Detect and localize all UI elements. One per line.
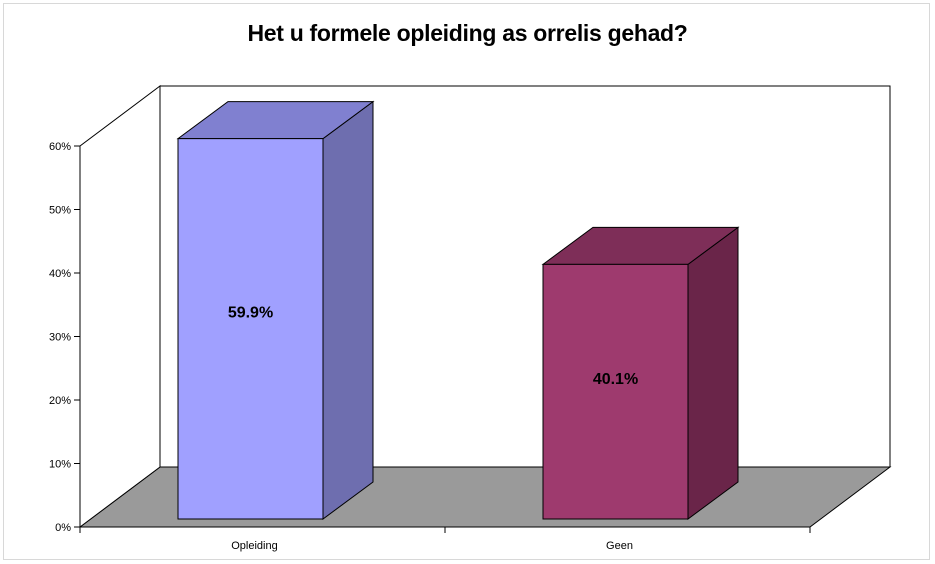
y-tick-label: 40% bbox=[49, 268, 71, 280]
chart-title: Het u formele opleiding as orrelis gehad… bbox=[247, 20, 688, 46]
bar-value-label: 59.9% bbox=[228, 304, 273, 321]
y-tick-label: 0% bbox=[55, 522, 71, 534]
x-axis: Opleiding Geen bbox=[79, 526, 811, 552]
y-tick-label: 60% bbox=[49, 141, 71, 153]
bar-geen: 40.1% bbox=[541, 226, 740, 520]
bar-front bbox=[177, 138, 324, 520]
bar-front bbox=[542, 263, 689, 520]
bar-opleiding: 59.9% bbox=[176, 100, 375, 520]
y-axis: 0% 10% 20% 30% 40% 50% 60% bbox=[49, 141, 81, 534]
x-tick-label: Geen bbox=[606, 540, 633, 552]
bar-side bbox=[687, 226, 739, 520]
left-wall bbox=[79, 85, 161, 528]
bars: 59.9% 40.1% bbox=[176, 100, 740, 520]
bar-value-label: 40.1% bbox=[593, 371, 638, 388]
y-tick-label: 10% bbox=[49, 459, 71, 471]
y-tick-label: 30% bbox=[49, 332, 71, 344]
bar-side bbox=[322, 100, 374, 520]
y-tick-label: 20% bbox=[49, 395, 71, 407]
x-tick-label: Opleiding bbox=[231, 540, 277, 552]
y-tick-label: 50% bbox=[49, 205, 71, 217]
